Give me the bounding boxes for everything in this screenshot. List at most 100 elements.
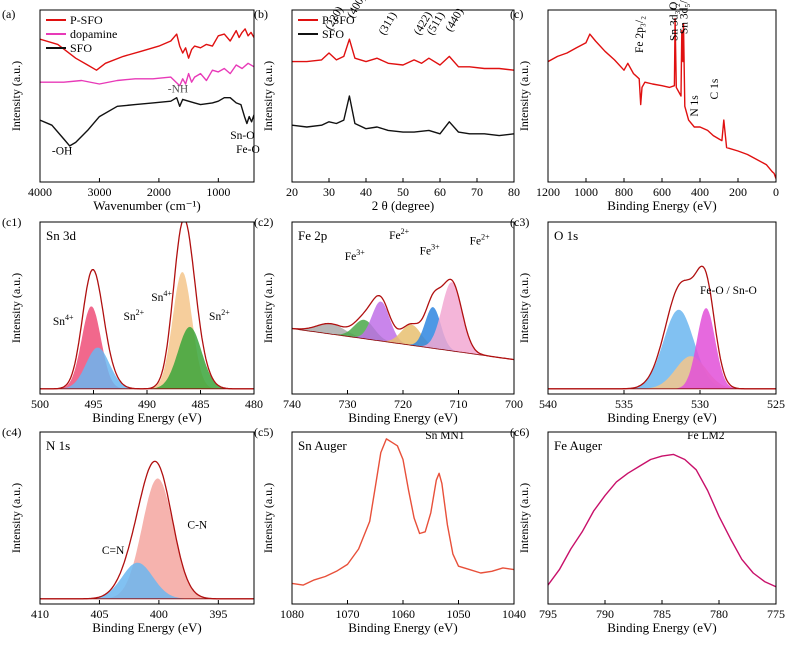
x-tick-label: 490 xyxy=(138,397,156,411)
panel-label: (c) xyxy=(510,7,523,21)
plot-frame xyxy=(39,431,255,605)
plot-frame xyxy=(547,221,777,395)
x-tick-label: 525 xyxy=(767,397,785,411)
plot-frame xyxy=(39,9,255,183)
series-line-p-sfo xyxy=(292,38,514,71)
plot-area xyxy=(40,460,254,600)
y-axis-label: Intensity (a.u.) xyxy=(517,273,531,343)
x-tick-label: 785 xyxy=(653,607,671,621)
x-axis-label: Binding Energy (eV) xyxy=(348,410,458,425)
plot-area xyxy=(292,38,514,137)
annotation-label: Fe-O xyxy=(236,144,260,156)
x-tick-label: 1060 xyxy=(391,607,415,621)
series-line-sfo xyxy=(292,95,514,137)
x-tick-label: 3000 xyxy=(87,185,111,199)
fit-peak-4 xyxy=(292,324,514,360)
panel-label: (a) xyxy=(2,7,15,21)
x-axis-label: Binding Energy (eV) xyxy=(348,620,458,635)
plot-frame xyxy=(547,431,777,605)
x-tick-label: 780 xyxy=(710,607,728,621)
panel-c5: 1080 1070 1060 1050 1040 Binding Energy (eV) I… xyxy=(254,425,526,635)
series-line-sfo xyxy=(40,97,254,147)
annotation-label: C-N xyxy=(187,519,208,531)
plot-area xyxy=(548,265,776,390)
x-tick-label: 4000 xyxy=(28,185,52,199)
annotation-label: Fe 2p₃/₂ xyxy=(634,16,646,53)
x-axis-label: Binding Energy (eV) xyxy=(92,620,202,635)
x-tick-label: 1070 xyxy=(336,607,360,621)
panel-title: Fe 2p xyxy=(298,228,327,243)
legend-entry: P-SFO xyxy=(70,13,103,27)
legend-entry: SFO xyxy=(322,27,344,41)
x-tick-label: 30 xyxy=(323,185,335,199)
annotation-superscript: 4+ xyxy=(163,289,172,298)
y-axis-label: Intensity (a.u.) xyxy=(517,483,531,553)
x-tick-label: 1200 xyxy=(536,185,560,199)
x-tick-label: 500 xyxy=(31,397,49,411)
panel-label: (c1) xyxy=(2,215,21,229)
panel-c4: 410 405 400 395 Binding Energy (eV) Intensity… xyxy=(2,425,255,635)
x-tick-label: 700 xyxy=(505,397,523,411)
fit-peak-3 xyxy=(548,308,776,389)
y-axis-label: Intensity (a.u.) xyxy=(261,273,275,343)
series-line-fe-auger xyxy=(548,453,776,588)
annotation-label: Sn 3d₅/₂ xyxy=(679,0,691,34)
plot-area xyxy=(548,17,776,179)
x-tick-label: 1050 xyxy=(447,607,471,621)
x-tick-label: 540 xyxy=(539,397,557,411)
x-tick-label: 1040 xyxy=(502,607,526,621)
fit-peak-3 xyxy=(40,272,254,389)
annotation-label: Sn 3d₃/₂ xyxy=(669,3,681,41)
panel-label: (c3) xyxy=(510,215,529,229)
annotation-label: Sn MN1 xyxy=(425,430,465,442)
panel-title: Sn Auger xyxy=(298,438,347,453)
panel-b: 20 30 40 50 60 70 80 2 θ (degree) Intensity (a.u… xyxy=(254,0,520,213)
fit-peak-2 xyxy=(40,347,254,389)
x-tick-label: 740 xyxy=(283,397,301,411)
x-tick-label: 40 xyxy=(360,185,372,199)
panel-c: 1200 1000 800 600 400 200 0 Binding Energy (eV)… xyxy=(510,0,779,213)
panel-label: (b) xyxy=(254,7,268,21)
annotation-superscript: 4+ xyxy=(65,313,74,322)
annotation-label: C=N xyxy=(102,545,125,557)
annotation-label: -NH xyxy=(168,84,188,96)
panel-label: (c4) xyxy=(2,425,21,439)
annotation-label: Fe3+ xyxy=(345,248,366,263)
panel-title: N 1s xyxy=(46,438,70,453)
x-tick-label: 485 xyxy=(192,397,210,411)
y-axis-label: Intensity (a.u.) xyxy=(261,61,275,131)
panel-label: (c5) xyxy=(254,425,273,439)
x-tick-label: 400 xyxy=(691,185,709,199)
annotation-label: -OH xyxy=(52,145,72,157)
x-tick-label: 600 xyxy=(653,185,671,199)
series-line-p-sfo xyxy=(40,28,254,71)
x-tick-label: 495 xyxy=(85,397,103,411)
x-tick-label: 20 xyxy=(286,185,298,199)
panel-c6: 795 790 785 780 775 Binding Energy (eV) Intens… xyxy=(510,425,785,635)
envelope-line xyxy=(292,278,514,361)
panel-a: 4000 3000 2000 1000 Wavenumber (cm⁻¹) Intensi… xyxy=(2,7,260,213)
annotation-label: C 1s xyxy=(709,78,721,99)
panel-title: Fe Auger xyxy=(554,438,603,453)
annotation-superscript: 2+ xyxy=(401,227,410,236)
x-axis-label: Binding Energy (eV) xyxy=(607,198,717,213)
annotation-superscript: 3+ xyxy=(356,248,365,257)
x-tick-label: 2000 xyxy=(147,185,171,199)
x-axis-label: Binding Energy (eV) xyxy=(607,620,717,635)
x-tick-label: 730 xyxy=(339,397,357,411)
annotation-label: Fe-O / Sn-O xyxy=(700,285,757,297)
x-tick-label: 775 xyxy=(767,607,785,621)
series-line-sn-auger xyxy=(292,438,514,586)
annotation-label: Fe3+ xyxy=(420,243,441,258)
plot-area xyxy=(548,453,776,588)
x-tick-label: 410 xyxy=(31,607,49,621)
annotation-label: Sn4+ xyxy=(53,313,74,328)
annotation-label: (311) xyxy=(377,10,400,37)
annotation-label: Fe2+ xyxy=(470,232,491,247)
x-tick-label: 530 xyxy=(691,397,709,411)
annotation-label: Sn2+ xyxy=(123,308,144,323)
x-axis-label: Wavenumber (cm⁻¹) xyxy=(93,198,201,213)
x-axis-label: Binding Energy (eV) xyxy=(607,410,717,425)
x-tick-label: 480 xyxy=(245,397,263,411)
